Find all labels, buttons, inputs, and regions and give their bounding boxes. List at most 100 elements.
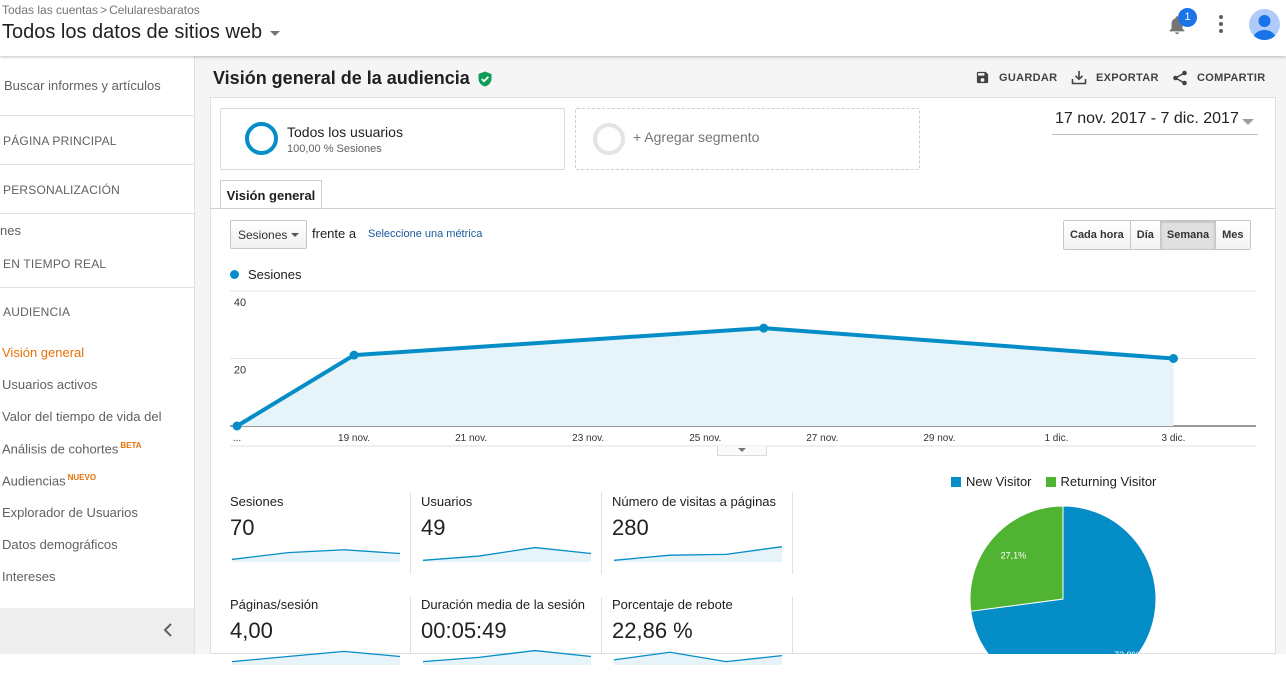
- property-view-title: Todos los datos de sitios web: [2, 21, 263, 43]
- x-tick-label: 23 nov.: [572, 433, 604, 444]
- download-icon: [1071, 71, 1087, 85]
- scorecard[interactable]: Número de visitas a páginas 280: [612, 494, 794, 574]
- sparkline-line: [231, 549, 401, 561]
- data-point[interactable]: [1168, 354, 1178, 363]
- scorecard-value: 4,00: [230, 618, 273, 643]
- date-range-picker[interactable]: 17 nov. 2017 - 7 dic. 2017: [1052, 110, 1258, 135]
- notification-badge[interactable]: 1: [1178, 8, 1197, 27]
- divider: [0, 164, 194, 165]
- sidebar-item-audience[interactable]: AUDIENCIA: [3, 305, 71, 319]
- divider: [792, 597, 793, 654]
- divider: [601, 492, 602, 574]
- granularity-toggle: Cada hora Día Semana Mes: [1063, 220, 1251, 250]
- granularity-hourly-button[interactable]: Cada hora: [1064, 221, 1131, 249]
- save-button[interactable]: GUARDAR: [975, 70, 1057, 85]
- sidebar-item-active-users[interactable]: Usuarios activos: [2, 377, 98, 392]
- sidebar-item-home[interactable]: PÁGINA PRINCIPAL: [3, 134, 117, 148]
- sidebar-item-customization[interactable]: PERSONALIZACIÓN: [3, 183, 121, 197]
- divider: [0, 287, 194, 288]
- chevron-left-icon[interactable]: [162, 622, 174, 638]
- legend-swatch: [951, 476, 961, 487]
- add-segment-label: + Agregar segmento: [633, 129, 760, 145]
- legend-new-visitor: New Visitor: [951, 474, 1032, 489]
- scorecard[interactable]: Sesiones 70: [230, 494, 412, 574]
- pie-slice[interactable]: [969, 505, 1064, 612]
- add-segment-button[interactable]: + Agregar segmento: [575, 108, 920, 170]
- page-title-text: Visión general de la audiencia: [213, 68, 470, 88]
- beta-badge: BETA: [120, 441, 142, 450]
- scorecard-value: 70: [230, 515, 255, 540]
- x-tick-label: 27 nov.: [806, 433, 838, 444]
- select-metric-link[interactable]: Seleccione una métrica: [368, 228, 483, 240]
- sidebar-item-overview[interactable]: Visión general: [2, 345, 85, 360]
- granularity-week-button[interactable]: Semana: [1160, 221, 1217, 249]
- sidebar-item-demographics[interactable]: Datos demográficos: [2, 537, 118, 552]
- sidebar-item-interests[interactable]: Intereses: [2, 569, 56, 584]
- sidebar: Buscar informes y artículos PÁGINA PRINC…: [0, 56, 195, 654]
- breadcrumb-accounts[interactable]: Todas las cuentas: [2, 3, 99, 17]
- sidebar-search-input[interactable]: Buscar informes y artículos: [4, 78, 161, 93]
- divider: [601, 597, 602, 654]
- property-view-selector[interactable]: Todos los datos de sitios web: [2, 21, 281, 44]
- share-icon: [1173, 70, 1187, 86]
- x-tick-label: 21 nov.: [455, 433, 487, 444]
- scorecard-value: 280: [612, 515, 649, 540]
- metric-selector[interactable]: Sesiones: [230, 220, 307, 249]
- segment-all-users[interactable]: Todos los usuarios 100,00 % Sesiones: [220, 108, 565, 170]
- sparkline: [231, 650, 401, 665]
- export-button[interactable]: EXPORTAR: [1071, 70, 1159, 85]
- data-point[interactable]: [349, 350, 359, 360]
- chevron-down-icon: [291, 233, 299, 237]
- series-area: [237, 328, 1174, 426]
- tab-overview[interactable]: Visión general: [220, 180, 322, 209]
- chevron-down-icon: [1242, 119, 1254, 125]
- scorecard[interactable]: Duración media de la sesión 00:05:49: [421, 597, 603, 677]
- x-tick-label: 25 nov.: [689, 433, 721, 444]
- save-label: GUARDAR: [999, 71, 1058, 84]
- breadcrumb-account[interactable]: Celularesbaratos: [109, 3, 200, 17]
- sparkline-area: [614, 546, 782, 562]
- scorecard[interactable]: Usuarios 49: [421, 494, 603, 574]
- metric-selector-value: Sesiones: [238, 228, 288, 242]
- y-tick-label: 40: [234, 297, 246, 309]
- sidebar-item-audiences[interactable]: Audiencias NUEVO: [2, 473, 96, 488]
- sparkline-line: [422, 546, 592, 561]
- kebab-menu-icon[interactable]: [1216, 14, 1226, 34]
- visitor-type-pie-chart: 72,9% 27,1%: [969, 505, 1157, 654]
- divider: [211, 208, 1275, 209]
- segment-ring-icon: [245, 122, 278, 155]
- sidebar-item-cohort-analysis[interactable]: Análisis de cohortes BETA: [2, 441, 142, 456]
- divider: [0, 115, 194, 116]
- sparkline: [422, 546, 592, 562]
- sidebar-item-lifetime-value[interactable]: Valor del tiempo de vida del: [2, 409, 162, 424]
- sidebar-item-user-explorer[interactable]: Explorador de Usuarios: [2, 505, 138, 520]
- divider: [792, 492, 793, 574]
- x-tick-label: ...: [233, 433, 241, 444]
- data-point[interactable]: [759, 323, 769, 333]
- divider: [410, 597, 411, 654]
- granularity-month-button[interactable]: Mes: [1216, 221, 1250, 249]
- sidebar-item-realtime[interactable]: EN TIEMPO REAL: [3, 257, 107, 271]
- share-label: COMPARTIR: [1197, 72, 1266, 84]
- segment-detail: 100,00 % Sesiones: [287, 143, 382, 155]
- pie-slice-label: 72,9%: [1114, 650, 1140, 654]
- sparkline-line: [613, 546, 783, 561]
- sidebar-item-partial[interactable]: nes: [0, 223, 21, 238]
- granularity-day-button[interactable]: Día: [1130, 221, 1161, 249]
- pie-legend: New Visitor Returning Visitor: [951, 474, 1170, 489]
- legend-swatch: [1045, 476, 1056, 487]
- sidebar-item-label: Análisis de cohortes: [2, 441, 119, 457]
- legend-dot: [230, 270, 239, 279]
- account-avatar-icon[interactable]: [1249, 9, 1280, 40]
- sessions-line-chart: 20 40... 19 nov. 21 nov. 23 nov. 25 nov. 27 no…: [230, 290, 1256, 447]
- data-point[interactable]: [232, 421, 242, 431]
- scorecard-label: Porcentaje de rebote: [612, 597, 733, 612]
- share-button[interactable]: COMPARTIR: [1172, 70, 1266, 86]
- sidebar-item-label: Audiencias: [2, 473, 66, 489]
- y-tick-label: 20: [234, 365, 246, 377]
- scorecard[interactable]: Porcentaje de rebote 22,86 %: [612, 597, 794, 677]
- versus-label: frente a: [312, 226, 357, 241]
- scorecard-label: Páginas/sesión: [230, 597, 319, 612]
- scorecard[interactable]: Páginas/sesión 4,00: [230, 597, 412, 677]
- chart-expand-handle[interactable]: [717, 446, 767, 456]
